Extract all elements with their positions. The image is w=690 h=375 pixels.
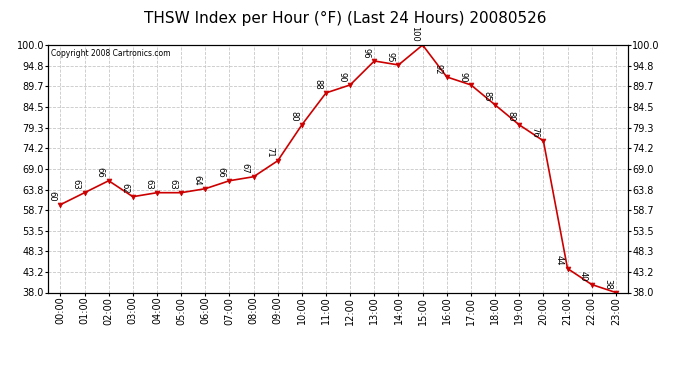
Text: 80: 80 <box>506 111 515 122</box>
Text: 90: 90 <box>337 72 346 82</box>
Text: 90: 90 <box>458 72 467 82</box>
Text: 80: 80 <box>289 111 298 122</box>
Text: 63: 63 <box>168 179 177 190</box>
Text: 76: 76 <box>531 127 540 138</box>
Text: 64: 64 <box>193 175 201 186</box>
Text: THSW Index per Hour (°F) (Last 24 Hours) 20080526: THSW Index per Hour (°F) (Last 24 Hours)… <box>144 11 546 26</box>
Text: 67: 67 <box>241 163 250 174</box>
Text: 40: 40 <box>579 271 588 282</box>
Text: 63: 63 <box>72 179 81 190</box>
Text: 63: 63 <box>144 179 153 190</box>
Text: 38: 38 <box>603 279 612 290</box>
Text: 66: 66 <box>96 167 105 178</box>
Text: 62: 62 <box>120 183 129 194</box>
Text: 85: 85 <box>482 92 491 102</box>
Text: 100: 100 <box>410 27 419 42</box>
Text: 60: 60 <box>48 191 57 202</box>
Text: 96: 96 <box>362 48 371 58</box>
Text: 44: 44 <box>555 255 564 266</box>
Text: 92: 92 <box>434 64 443 74</box>
Text: 88: 88 <box>313 80 322 90</box>
Text: Copyright 2008 Cartronics.com: Copyright 2008 Cartronics.com <box>51 49 170 58</box>
Text: 95: 95 <box>386 52 395 62</box>
Text: 66: 66 <box>217 167 226 178</box>
Text: 71: 71 <box>265 147 274 158</box>
